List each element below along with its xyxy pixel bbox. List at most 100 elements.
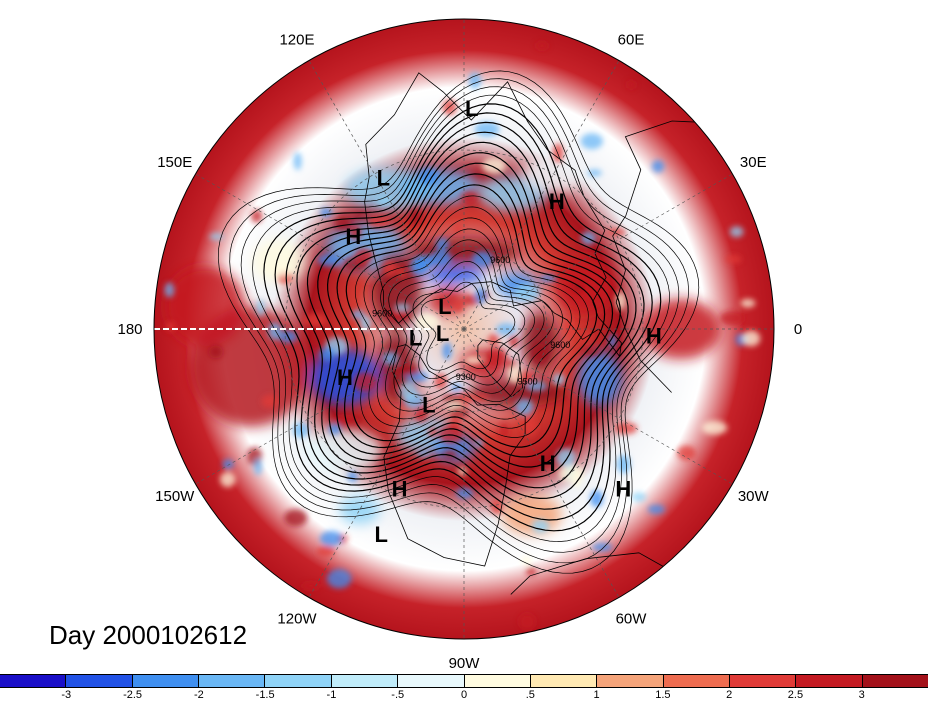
field-speckle bbox=[519, 613, 536, 630]
field-speckle bbox=[415, 313, 439, 330]
field-speckle bbox=[508, 335, 519, 349]
colorbar-cell bbox=[398, 675, 465, 687]
field-speckle bbox=[729, 226, 744, 238]
meridian-line bbox=[308, 60, 465, 330]
meridian-line bbox=[308, 328, 465, 598]
colorbar-tick-label: -3 bbox=[61, 689, 72, 701]
field-speckle bbox=[256, 299, 266, 317]
high-pressure-label: H bbox=[549, 189, 565, 214]
field-speckle bbox=[606, 228, 626, 236]
colorbar-cell bbox=[862, 675, 928, 687]
day-label: Day 2000102612 bbox=[49, 620, 248, 650]
colorbar-tick-label: 3 bbox=[858, 689, 865, 701]
coastline bbox=[477, 339, 524, 398]
field-speckle bbox=[460, 190, 479, 206]
colorbar-tick-label: 0 bbox=[460, 689, 468, 701]
field-speckle bbox=[253, 458, 263, 476]
field-speckle bbox=[531, 519, 550, 534]
low-pressure-label: L bbox=[438, 294, 451, 319]
field-speckle bbox=[429, 250, 452, 267]
field-speckle bbox=[435, 237, 449, 252]
field-speckle bbox=[499, 423, 509, 438]
colorbar-cell bbox=[597, 675, 664, 687]
field-speckle bbox=[320, 530, 343, 547]
longitude-label: 180 bbox=[117, 321, 142, 338]
longitude-label: 90W bbox=[449, 655, 481, 670]
colorbar-cell bbox=[729, 675, 797, 687]
field-speckle bbox=[427, 427, 439, 438]
colorbar-cell bbox=[663, 675, 730, 687]
low-pressure-label: L bbox=[465, 96, 478, 121]
low-pressure-label: L bbox=[409, 326, 422, 351]
colorbar-cell bbox=[331, 675, 399, 687]
field-speckle bbox=[701, 420, 728, 435]
field-patch bbox=[501, 494, 562, 535]
field-speckle bbox=[208, 345, 223, 359]
longitude-labels: 90E 60E 30E 0 30W 60W 90W 120W 150W 180 150E 120E bbox=[117, 0, 802, 670]
field-speckle bbox=[742, 330, 761, 347]
meridian-line bbox=[463, 328, 733, 485]
field-speckle bbox=[587, 169, 602, 177]
colorbar-tick-labels: -3 -2.5 -2 -1.5 -1 -.5 0 .5 1 1.5 2 2.5 3 bbox=[0, 689, 928, 702]
graticule bbox=[154, 19, 774, 639]
field-speckle bbox=[442, 342, 452, 360]
field-speckle bbox=[453, 299, 464, 313]
colorbar-tick-label: -2.5 bbox=[123, 689, 143, 701]
colorbar-cell bbox=[265, 675, 332, 687]
field-speckle bbox=[521, 555, 532, 566]
field-patch bbox=[424, 267, 485, 284]
field-speckle bbox=[720, 311, 744, 326]
field-speckle bbox=[526, 567, 537, 576]
field-speckle bbox=[326, 568, 352, 589]
longitude-label: 0 bbox=[794, 321, 802, 338]
colorbar-cell bbox=[66, 675, 133, 687]
field-speckle bbox=[269, 260, 294, 277]
field-speckle bbox=[631, 492, 647, 502]
colorbar-tick-label: .5 bbox=[525, 689, 535, 701]
field-patch bbox=[164, 266, 245, 347]
colorbar-tick-label: -1 bbox=[326, 689, 337, 701]
low-pressure-label: L bbox=[436, 321, 449, 346]
meridian-line bbox=[195, 328, 465, 485]
field-speckle bbox=[482, 157, 506, 175]
field-patch bbox=[554, 255, 615, 316]
field-speckle bbox=[284, 509, 308, 527]
meridian-line bbox=[195, 173, 465, 330]
field-patch bbox=[577, 350, 622, 407]
meridian-line bbox=[463, 60, 620, 330]
field-speckle bbox=[464, 356, 484, 365]
field-speckle bbox=[725, 255, 742, 264]
field-speckle bbox=[209, 233, 224, 241]
parallel-line bbox=[284, 149, 644, 509]
colorbar-cell bbox=[464, 675, 531, 687]
field-speckle bbox=[677, 445, 696, 461]
high-pressure-label: H bbox=[337, 365, 353, 390]
contour-label: 9600 bbox=[490, 255, 510, 265]
colorbar-tick-label: 2.5 bbox=[787, 689, 804, 701]
field-speckle bbox=[394, 364, 419, 377]
field-speckle bbox=[449, 406, 469, 419]
field-speckle bbox=[292, 422, 309, 438]
high-pressure-label: H bbox=[540, 451, 556, 476]
colorbar-cell bbox=[0, 675, 67, 687]
field-speckle bbox=[592, 542, 613, 552]
field-speckle bbox=[451, 384, 463, 391]
field-speckle bbox=[509, 365, 521, 384]
longitude-label: 30E bbox=[740, 154, 767, 171]
longitude-label: 150E bbox=[157, 154, 192, 171]
high-pressure-label: H bbox=[392, 476, 408, 501]
field-speckle bbox=[457, 467, 467, 476]
contour-label: 9600 bbox=[550, 340, 570, 350]
coastline bbox=[383, 344, 526, 567]
contour-labels: 9600 9600 9500 9600 9300 bbox=[372, 255, 570, 387]
longitude-label: 90E bbox=[451, 0, 478, 4]
field-speckle bbox=[539, 274, 557, 282]
meridian-line bbox=[463, 328, 620, 598]
field-speckle bbox=[647, 504, 666, 514]
contour-label: 9300 bbox=[456, 372, 476, 382]
high-pressure-label: H bbox=[345, 224, 361, 249]
field-speckle bbox=[397, 266, 407, 279]
field-speckle bbox=[416, 450, 431, 457]
field-speckle bbox=[616, 454, 631, 474]
